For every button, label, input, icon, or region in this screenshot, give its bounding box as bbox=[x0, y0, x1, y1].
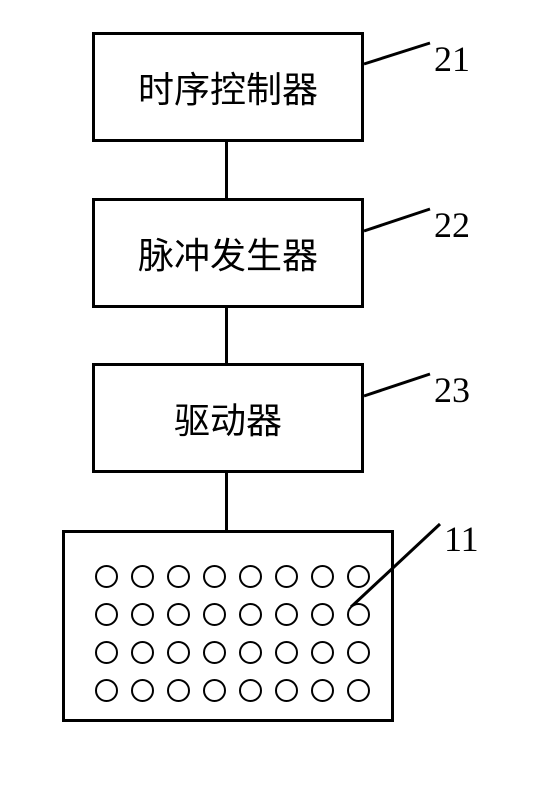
dot bbox=[347, 603, 370, 626]
dot bbox=[131, 603, 154, 626]
dot bbox=[167, 565, 190, 588]
dot bbox=[239, 679, 262, 702]
dot-grid bbox=[0, 0, 547, 794]
dot bbox=[203, 603, 226, 626]
dot bbox=[275, 603, 298, 626]
dot bbox=[95, 641, 118, 664]
dot bbox=[347, 679, 370, 702]
dot bbox=[275, 641, 298, 664]
dot bbox=[239, 565, 262, 588]
dot bbox=[311, 679, 334, 702]
dot bbox=[239, 603, 262, 626]
dot bbox=[275, 565, 298, 588]
dot bbox=[203, 679, 226, 702]
dot bbox=[167, 679, 190, 702]
diagram-canvas: 时序控制器 脉冲发生器 驱动器 21 22 23 11 bbox=[0, 0, 547, 794]
dot bbox=[203, 565, 226, 588]
dot bbox=[347, 641, 370, 664]
dot bbox=[311, 641, 334, 664]
dot bbox=[311, 603, 334, 626]
dot bbox=[239, 641, 262, 664]
dot bbox=[131, 565, 154, 588]
dot bbox=[167, 603, 190, 626]
dot bbox=[167, 641, 190, 664]
dot bbox=[95, 679, 118, 702]
dot bbox=[131, 679, 154, 702]
dot bbox=[347, 565, 370, 588]
dot bbox=[203, 641, 226, 664]
dot bbox=[95, 603, 118, 626]
dot bbox=[311, 565, 334, 588]
dot bbox=[275, 679, 298, 702]
dot bbox=[131, 641, 154, 664]
dot bbox=[95, 565, 118, 588]
